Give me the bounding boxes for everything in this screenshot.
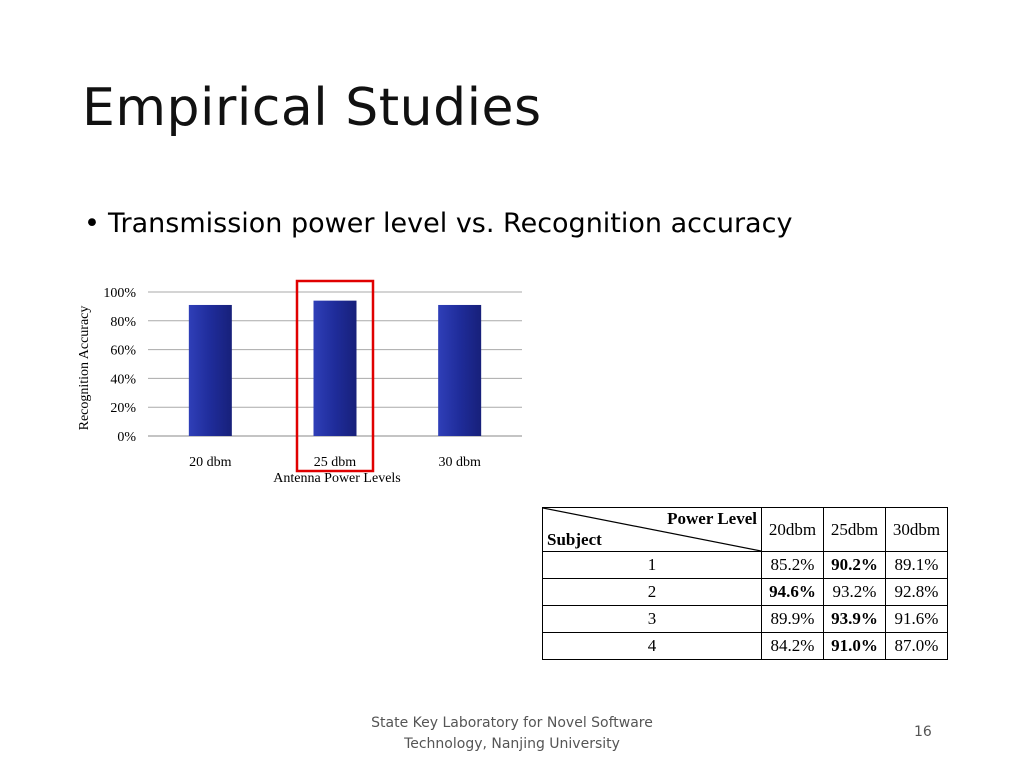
- y-tick-label: 0%: [117, 430, 136, 445]
- table-row: 1 85.2% 90.2% 89.1%: [542, 551, 948, 579]
- y-tick-label: 100%: [103, 286, 136, 301]
- bullet-text: Transmission power level vs. Recognition…: [108, 208, 793, 239]
- value-cell: 94.6%: [761, 578, 824, 606]
- x-axis-label: Antenna Power Levels: [273, 471, 401, 486]
- table-row: 3 89.9% 93.9% 91.6%: [542, 605, 948, 633]
- value-cell: 91.6%: [885, 605, 948, 633]
- accuracy-table: Power Level Subject 20dbm 25dbm 30dbm 1 …: [542, 507, 948, 660]
- subject-cell: 1: [542, 551, 762, 579]
- bar: [438, 304, 482, 436]
- footer-line: Technology, Nanjing University: [404, 736, 620, 752]
- x-tick-label: 20 dbm: [189, 455, 232, 470]
- accuracy-bar-chart: 0% 20% 40% 60% 80% 100% 20 dbm 25 dbm 30 dbm Ante…: [77, 279, 522, 486]
- y-tick-label: 80%: [110, 315, 136, 330]
- value-cell: 92.8%: [885, 578, 948, 606]
- accuracy-table-wrap: Power Level Subject 20dbm 25dbm 30dbm 1 …: [542, 507, 948, 660]
- y-tick-label: 40%: [110, 372, 136, 387]
- table-row: 2 94.6% 93.2% 92.8%: [542, 578, 948, 606]
- subject-cell: 4: [542, 632, 762, 660]
- value-cell: 84.2%: [761, 632, 824, 660]
- value-cell: 90.2%: [823, 551, 886, 579]
- table-header-row: Power Level Subject 20dbm 25dbm 30dbm: [542, 507, 948, 552]
- column-header: 30dbm: [885, 507, 948, 552]
- y-tick-label: 20%: [110, 401, 136, 416]
- y-axis-label: Recognition Accuracy: [77, 306, 92, 431]
- bar: [188, 304, 232, 436]
- value-cell: 89.1%: [885, 551, 948, 579]
- value-cell: 89.9%: [761, 605, 824, 633]
- bullet-item: • Transmission power level vs. Recognitio…: [84, 208, 792, 239]
- value-cell: 87.0%: [885, 632, 948, 660]
- table-diagonal-header: Power Level Subject: [542, 507, 762, 552]
- highlight-box: [295, 279, 375, 473]
- footer-text: State Key Laboratory for Novel Software …: [362, 713, 662, 755]
- page-number: 16: [914, 724, 932, 740]
- slide-title: Empirical Studies: [82, 78, 542, 138]
- y-tick-label: 60%: [110, 344, 136, 359]
- bullet-dot: •: [84, 208, 100, 239]
- x-tick-label: 25 dbm: [314, 455, 357, 470]
- subject-cell: 3: [542, 605, 762, 633]
- footer-line: State Key Laboratory for Novel Software: [371, 715, 653, 731]
- value-cell: 91.0%: [823, 632, 886, 660]
- table-row: 4 84.2% 91.0% 87.0%: [542, 632, 948, 660]
- bar: [313, 300, 357, 436]
- header-power-level: Power Level: [667, 509, 757, 528]
- column-header: 25dbm: [823, 507, 886, 552]
- value-cell: 93.9%: [823, 605, 886, 633]
- header-subject: Subject: [547, 530, 602, 549]
- x-tick-label: 30 dbm: [438, 455, 481, 470]
- value-cell: 85.2%: [761, 551, 824, 579]
- subject-cell: 2: [542, 578, 762, 606]
- diagonal-divider: [543, 508, 761, 551]
- value-cell: 93.2%: [823, 578, 886, 606]
- column-header: 20dbm: [761, 507, 824, 552]
